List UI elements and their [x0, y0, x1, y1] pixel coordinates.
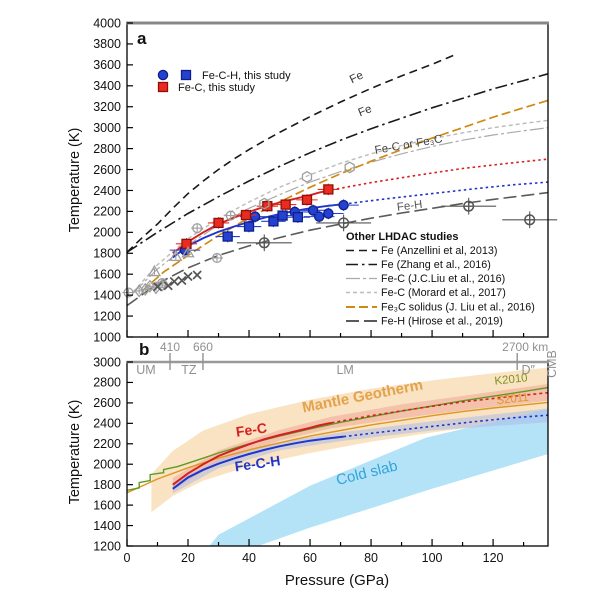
- panel-b-ytick: 2600: [93, 396, 121, 410]
- legend-other-item-0: Fe (Anzellini et al, 2013): [381, 245, 497, 257]
- panel-b-ytick: 1800: [93, 478, 121, 492]
- feh-label: Fe-H: [396, 199, 423, 214]
- legend-other-item-4: Fe₃C solidus (J. Liu et al., 2016): [381, 302, 535, 314]
- y-axis-label-panel-a: Temperature (K): [67, 128, 83, 233]
- curve-fe-anzellini-2013: [126, 54, 454, 253]
- fec-fe3c-label: Fe-C or Fe₃C: [374, 133, 444, 157]
- panel-b-xtick: 40: [242, 551, 256, 565]
- legend-other-item-3: Fe-C (Morard et al., 2017): [381, 287, 506, 299]
- curve-geotherm-s2011: [126, 401, 549, 494]
- panel-b-xtick: 100: [422, 551, 443, 565]
- scatter-fech-squares: [215, 209, 311, 243]
- legend-other-item-5: Fe-H (Hirose et al., 2019): [381, 316, 503, 328]
- legend-other-lhdac: Other LHDAC studies Fe (Anzellini et al, …: [346, 231, 535, 328]
- panel-b-xtick: 20: [181, 551, 195, 565]
- scatter-fec-squares: [175, 183, 340, 250]
- panel-b-xtick: 60: [303, 551, 317, 565]
- curve-fec-jcliu-2016: [132, 127, 549, 294]
- panel-b-ytick: 2800: [93, 376, 121, 390]
- depth-tick-label-1: 660: [193, 340, 213, 354]
- curve-fe-zhang-2016: [126, 73, 549, 253]
- y-axis-label-panel-b: Temperature (K): [67, 400, 83, 505]
- curve-fech-extrapolation: [343, 181, 549, 205]
- panel-b-ytick: 2200: [93, 437, 121, 451]
- panel-a-ytick: 3800: [93, 37, 121, 51]
- panel-a-ytick: 2800: [93, 142, 121, 156]
- scatter-gray-triangles: [147, 245, 195, 277]
- legend-other-title: Other LHDAC studies: [346, 231, 458, 243]
- panel-a-ytick: 3000: [93, 121, 121, 135]
- curve-fec-extrapolation: [331, 158, 549, 191]
- band-fech-uncertainty-band: [172, 408, 549, 494]
- curve-fech-melting: [172, 435, 344, 490]
- panel-a-ytick: 2400: [93, 184, 121, 198]
- panel-a-ytick: 2200: [93, 205, 121, 219]
- fec-label: Fe-C: [235, 420, 268, 440]
- panel-b-ytick: 3000: [93, 355, 121, 369]
- depth-region-2: LM: [336, 363, 353, 377]
- panel-a-ytick: 1200: [93, 309, 121, 323]
- panel-a-ytick: 3200: [93, 100, 121, 114]
- panel-b-xtick: 80: [364, 551, 378, 565]
- curve-fe3c-solidus-liu-2016: [141, 99, 549, 292]
- k2010-label: K2010: [494, 372, 528, 387]
- fe-anzellini-label: Fe: [348, 70, 365, 87]
- panel-a-ytick: 1600: [93, 268, 121, 282]
- panel-b-ytick: 2400: [93, 417, 121, 431]
- cmb-label: CMB: [545, 350, 559, 378]
- panel-b-ytick: 2000: [93, 458, 121, 472]
- legend-fec-label: Fe-C, this study: [178, 82, 256, 94]
- legend-other-item-2: Fe-C (J.C.Liu et al., 2016): [381, 273, 505, 285]
- depth-tick-label-2: 2700 km: [502, 340, 548, 354]
- depth-region-0: UM: [136, 363, 155, 377]
- s2011-label: S2011: [496, 392, 529, 407]
- panel-b-ytick: 1600: [93, 498, 121, 512]
- legend-fech-label: Fe-C-H, this study: [202, 70, 291, 82]
- panel-b-frame: 410 660 2700 km UM TZ LM D″ CMB 3000 2800 2600 2400…: [93, 340, 559, 565]
- curve-fec-melting: [172, 421, 332, 486]
- scatter-feh-cross-circles: [236, 197, 558, 252]
- curve-feh-hirose-2019: [126, 191, 549, 307]
- panel-a-ytick: 1800: [93, 247, 121, 261]
- panel-a-ytick: 4000: [93, 16, 121, 30]
- band-cold-slab-band: [209, 409, 548, 546]
- panel-b-ytick: 1200: [93, 539, 121, 553]
- panel-b-xtick: 120: [483, 551, 504, 565]
- depth-region-3: D″: [521, 363, 535, 377]
- scatter-gray-x-marks: [152, 270, 202, 292]
- fe-zhang-label: Fe: [357, 103, 374, 119]
- panel-b-ytick: 1400: [93, 519, 121, 533]
- panel-a-ytick: 2600: [93, 163, 121, 177]
- fech-label: Fe-C-H: [234, 452, 282, 474]
- depth-region-1: TZ: [181, 363, 197, 377]
- panel-a-ytick: 1400: [93, 288, 121, 302]
- band-fec-uncertainty-band: [172, 384, 549, 491]
- x-axis-label: Pressure (GPa): [285, 572, 389, 589]
- panel-b-letter: b: [139, 340, 149, 359]
- panel-a-scatter: [122, 161, 558, 298]
- curve-fech-melting-ext: [343, 414, 549, 438]
- panel-a-ytick: 3600: [93, 58, 121, 72]
- panel-b-xtick: 0: [124, 551, 131, 565]
- panel-b-curves: [126, 386, 549, 494]
- panel-a-ytick: 1000: [93, 330, 121, 344]
- panel-a-letter: a: [137, 29, 147, 48]
- depth-tick-label-0: 410: [160, 340, 180, 354]
- curve-fec-melting-ext: [331, 391, 549, 424]
- scatter-gray-hexagons: [259, 161, 355, 210]
- panel-a-ytick: 3400: [93, 79, 121, 93]
- curve-fec-morard-2017: [132, 119, 549, 293]
- panel-a-frame: 4000 3800 3600 3400 3200 3000 2800 2600 2400 2200…: [93, 16, 549, 344]
- panel-a-ytick: 2000: [93, 226, 121, 240]
- legend-other-item-1: Fe (Zhang et al., 2016): [381, 259, 491, 271]
